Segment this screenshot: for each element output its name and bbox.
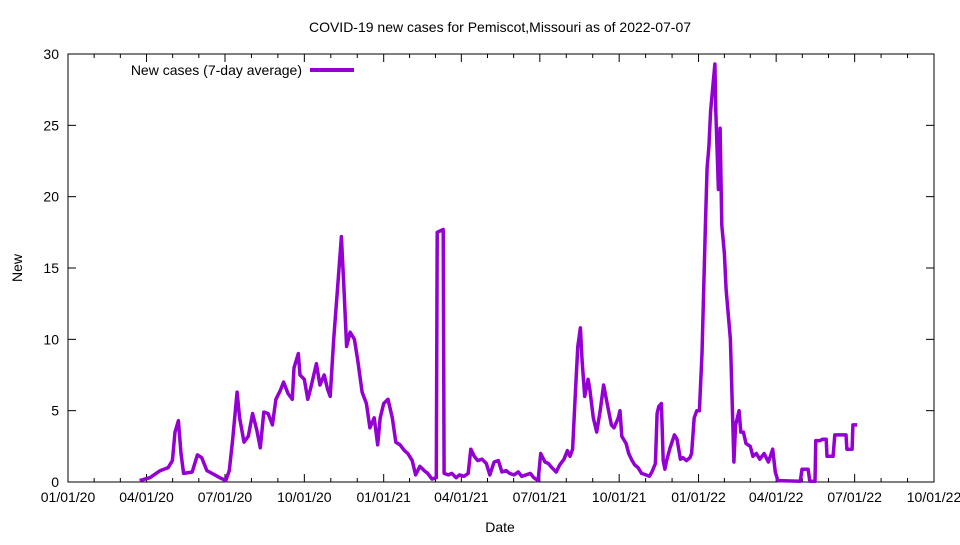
- plot-area: [139, 62, 858, 484]
- x-tick-label: 07/01/21: [513, 489, 568, 505]
- x-tick-label: 01/01/21: [356, 489, 411, 505]
- x-tick-label: 07/01/22: [827, 489, 882, 505]
- y-tick-label: 30: [43, 46, 59, 62]
- x-axis-label: Date: [485, 519, 515, 535]
- series-line-new-cases: [139, 62, 858, 484]
- y-tick-label: 0: [51, 474, 59, 490]
- y-tick-label: 15: [43, 260, 59, 276]
- plot-border: [67, 53, 935, 483]
- x-tick-label: 10/01/20: [277, 489, 332, 505]
- y-tick-label: 5: [51, 403, 59, 419]
- x-tick-label: 04/01/21: [434, 489, 489, 505]
- y-tick-label: 25: [43, 117, 59, 133]
- y-tick-label: 10: [43, 331, 59, 347]
- x-tick-label: 01/01/20: [41, 489, 96, 505]
- x-tick-label: 07/01/20: [198, 489, 253, 505]
- x-tick-label: 10/01/21: [592, 489, 647, 505]
- y-axis-label: New: [9, 253, 25, 282]
- x-tick-label: 04/01/22: [749, 489, 804, 505]
- x-tick-label: 10/01/22: [907, 489, 960, 505]
- chart-title: COVID-19 new cases for Pemiscot,Missouri…: [309, 19, 691, 35]
- x-tick-label: 01/01/22: [671, 489, 726, 505]
- y-tick-label: 20: [43, 189, 59, 205]
- axes: 0 5 10 15 20 25 30 01/01/20 04/01/20 07/01/20 10/0…: [41, 46, 960, 505]
- legend-label: New cases (7-day average): [131, 62, 302, 78]
- legend: New cases (7-day average): [131, 62, 354, 78]
- x-tick-label: 04/01/20: [119, 489, 174, 505]
